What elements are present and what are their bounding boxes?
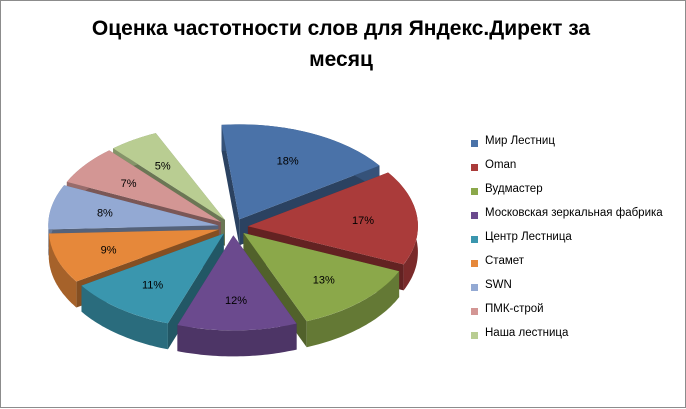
legend-label: SWN — [485, 279, 512, 291]
legend-item: Московская зеркальная фабрика — [471, 205, 681, 229]
pie-slice-top — [66, 150, 222, 222]
legend-swatch — [471, 308, 478, 315]
legend-item: Oman — [471, 157, 681, 181]
pie-slice-top — [243, 233, 400, 322]
legend-label: Мир Лестниц — [485, 135, 555, 147]
legend-item: Мир Лестниц — [471, 133, 681, 157]
pie-slice-rim — [48, 233, 77, 308]
pie-slice — [177, 235, 297, 357]
data-label: 9% — [101, 244, 117, 256]
pie-slice-top — [113, 133, 225, 220]
pie-slice-top — [48, 185, 219, 230]
legend-swatch — [471, 332, 478, 339]
legend-label: Стамет — [485, 255, 525, 267]
legend-item: SWN — [471, 277, 681, 301]
data-label: 18% — [277, 156, 299, 168]
data-label: 7% — [121, 178, 137, 190]
pie-slice-top — [247, 172, 418, 265]
legend-label: Центр Лестница — [485, 231, 572, 243]
data-label: 5% — [155, 161, 171, 173]
legend-label: Наша лестница — [485, 327, 569, 339]
legend-item: ПМК-строй — [471, 301, 681, 325]
legend-swatch — [471, 284, 478, 291]
legend-swatch — [471, 140, 478, 147]
legend-item: Стамет — [471, 253, 681, 277]
legend-swatch — [471, 164, 478, 171]
legend-label: Oman — [485, 159, 517, 171]
legend-label: ПМК-строй — [485, 303, 544, 315]
legend-swatch — [471, 188, 478, 195]
legend-item: Центр Лестница — [471, 229, 681, 253]
pie-slice-side — [221, 124, 240, 246]
data-label: 12% — [225, 295, 247, 307]
pie-slice-rim — [81, 285, 168, 350]
chart-legend: Мир Лестниц Oman Вудмастер Московская зерка… — [471, 133, 681, 349]
pie-slice-rim — [177, 323, 297, 357]
data-label: 11% — [142, 280, 163, 292]
data-label: 13% — [313, 274, 335, 286]
data-label: 8% — [97, 208, 113, 220]
legend-swatch — [471, 260, 478, 267]
pie-slice-top — [177, 235, 297, 331]
legend-label: Вудмастер — [485, 183, 543, 195]
legend-swatch — [471, 236, 478, 243]
legend-item: Вудмастер — [471, 181, 681, 205]
data-label: 17% — [352, 215, 374, 227]
pie-slice-top — [81, 233, 224, 324]
legend-label: Московская зеркальная фабрика — [485, 207, 663, 219]
pie-slice-rim — [306, 271, 400, 348]
legend-item: Наша лестница — [471, 325, 681, 349]
chart-title: Оценка частотности слов для Яндекс.Дирек… — [91, 17, 591, 71]
legend-swatch — [471, 212, 478, 219]
pie-slice-top — [221, 124, 380, 220]
pie-slice-top — [48, 229, 219, 282]
